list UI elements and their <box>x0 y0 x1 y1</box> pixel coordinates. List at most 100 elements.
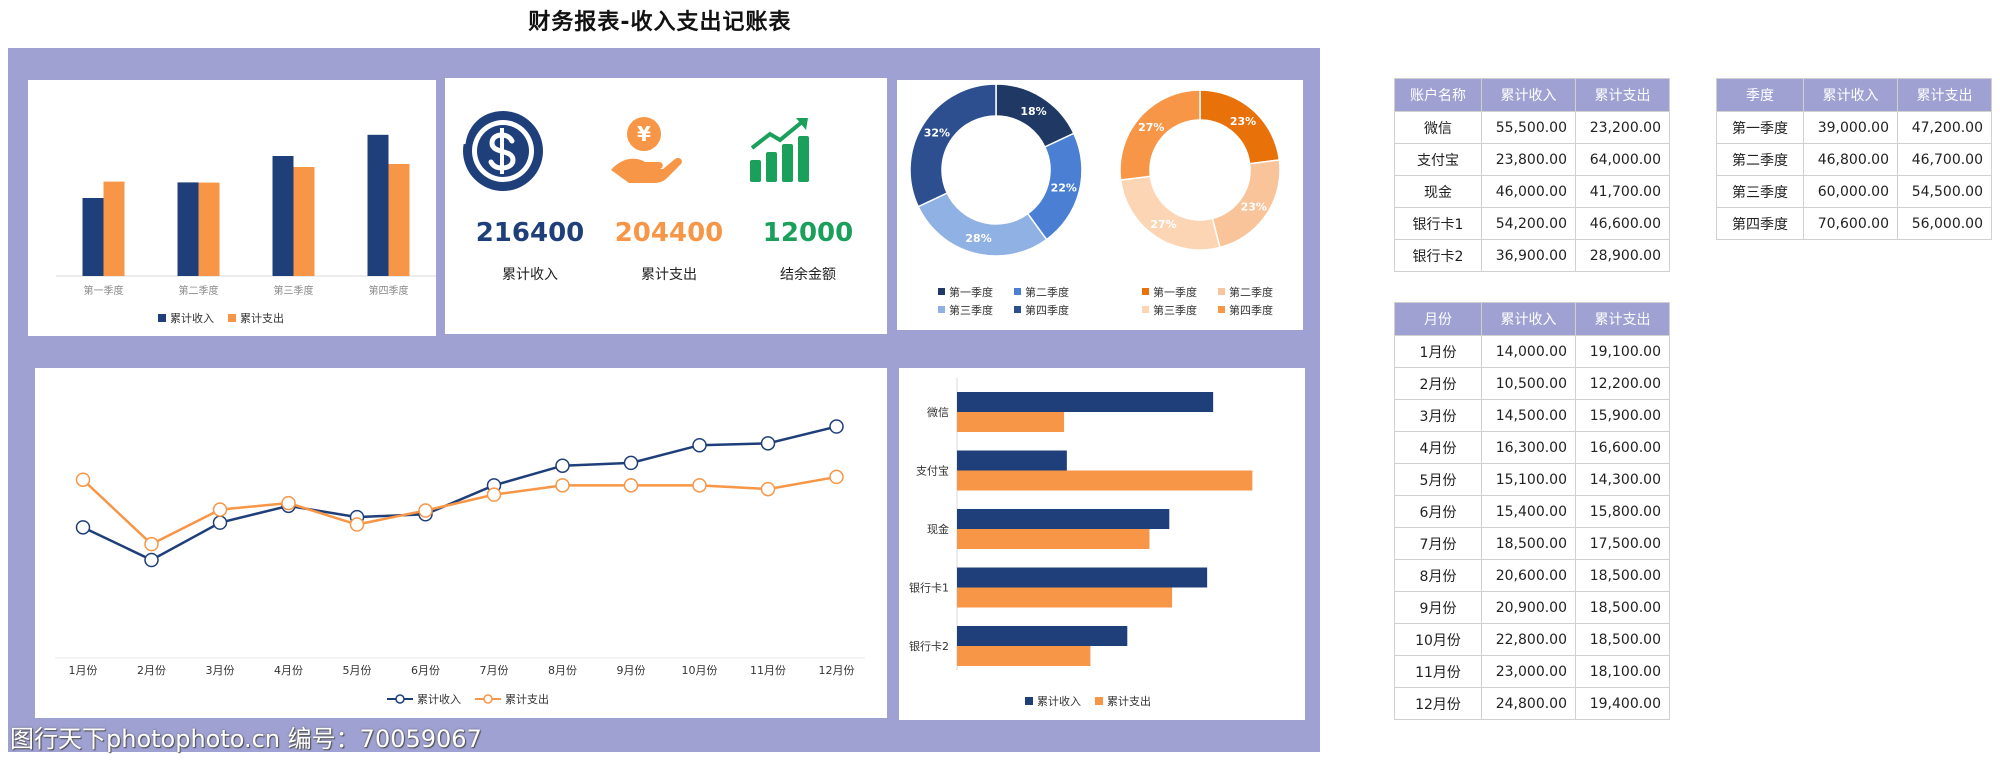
month-table-cell: 9月份 <box>1394 591 1482 624</box>
month-table-cell: 24,800.00 <box>1481 687 1576 720</box>
x-tick-label: 11月份 <box>750 664 786 677</box>
month-table-cell: 18,500.00 <box>1575 559 1670 592</box>
month-table-row: 6月份 15,400.00 15,800.00 <box>1394 495 1670 528</box>
legend-label: 累计收入 <box>1037 694 1081 708</box>
bar <box>957 646 1091 666</box>
data-point <box>144 552 159 568</box>
legend-marker <box>228 314 236 322</box>
month-table-cell: 16,300.00 <box>1481 431 1576 464</box>
data-point <box>281 495 296 511</box>
bar <box>957 626 1128 646</box>
month-table-row: 7月份 18,500.00 17,500.00 <box>1394 527 1670 560</box>
bar <box>957 392 1214 412</box>
y-tick-label: 微信 <box>927 405 949 419</box>
month-table-cell: 22,800.00 <box>1481 623 1576 656</box>
month-table-row: 9月份 20,900.00 18,500.00 <box>1394 591 1670 624</box>
account-table-cell: 23,200.00 <box>1575 111 1670 144</box>
account-table-row: 支付宝 23,800.00 64,000.00 <box>1394 143 1670 176</box>
legend-marker <box>1218 288 1225 295</box>
month-table-row: 8月份 20,600.00 18,500.00 <box>1394 559 1670 592</box>
bar <box>177 182 199 276</box>
data-point <box>760 481 776 497</box>
quarter-table-row: 第四季度 70,600.00 56,000.00 <box>1716 207 1992 240</box>
legend-label: 累计收入 <box>170 311 214 325</box>
month-table-cell: 18,500.00 <box>1481 527 1576 560</box>
month-table-row: 3月份 14,500.00 15,900.00 <box>1394 399 1670 432</box>
account-table-header-cell: 账户名称 <box>1394 78 1482 112</box>
bar <box>198 182 220 276</box>
legend-marker <box>158 314 166 322</box>
bar <box>82 198 104 276</box>
data-point <box>75 472 91 487</box>
quarter-table-cell: 56,000.00 <box>1897 207 1992 240</box>
quarter-table-cell: 第一季度 <box>1716 111 1804 144</box>
legend-marker <box>395 694 405 704</box>
data-label: 32% <box>924 126 950 139</box>
legend-marker <box>1014 288 1021 295</box>
kpi-expense: ¥ 204400 累计支出 <box>599 108 739 284</box>
x-tick-label: 7月份 <box>480 664 509 677</box>
quarter-table-cell: 第三季度 <box>1716 175 1804 208</box>
account-table-cell: 46,600.00 <box>1575 207 1670 240</box>
month-table-cell: 14,300.00 <box>1575 463 1670 496</box>
month-table-cell: 6月份 <box>1394 495 1482 528</box>
legend-marker <box>483 694 493 704</box>
account-table-row: 现金 46,000.00 41,700.00 <box>1394 175 1670 208</box>
data-point <box>692 478 707 493</box>
account-table-cell: 银行卡2 <box>1394 239 1482 272</box>
account-table-cell: 55,500.00 <box>1481 111 1576 144</box>
legend-marker <box>938 288 945 295</box>
kpi-expense-value: 204400 <box>614 218 724 248</box>
account-table-cell: 支付宝 <box>1394 143 1482 176</box>
bar <box>103 181 125 276</box>
quarter-table-row: 第一季度 39,000.00 47,200.00 <box>1716 111 1992 144</box>
x-tick-label: 第一季度 <box>84 284 124 297</box>
month-table-cell: 10,500.00 <box>1481 367 1576 400</box>
month-table-cell: 15,800.00 <box>1575 495 1670 528</box>
account-table-cell: 41,700.00 <box>1575 175 1670 208</box>
quarter-table-header-cell: 季度 <box>1716 78 1804 112</box>
data-point <box>349 517 365 532</box>
quarter-table-cell: 54,500.00 <box>1897 175 1992 208</box>
data-label: 18% <box>1020 105 1046 118</box>
month-table-cell: 8月份 <box>1394 559 1482 592</box>
month-table-cell: 20,600.00 <box>1481 559 1576 592</box>
month-table-cell: 12,200.00 <box>1575 367 1670 400</box>
account-table-row: 微信 55,500.00 23,200.00 <box>1394 111 1670 144</box>
month-table-row: 11月份 23,000.00 18,100.00 <box>1394 655 1670 688</box>
account-table: 账户名称 累计收入 累计支出 微信 55,500.00 23,200.00 支付宝 23,80… <box>1394 78 1670 272</box>
data-point <box>418 503 433 518</box>
bar <box>957 412 1065 432</box>
data-point <box>144 536 159 552</box>
month-table-cell: 4月份 <box>1394 431 1482 464</box>
quarter-table-cell: 第四季度 <box>1716 207 1804 240</box>
kpi-income: 216400 累计收入 <box>460 108 600 284</box>
donut-slice <box>1119 89 1201 181</box>
month-table-row: 5月份 15,100.00 14,300.00 <box>1394 463 1670 496</box>
kpi-balance-label: 结余金额 <box>780 267 836 283</box>
account-table-cell: 54,200.00 <box>1481 207 1576 240</box>
legend-marker <box>1014 306 1021 313</box>
kpi-income-value: 216400 <box>475 218 585 248</box>
bar <box>957 450 1067 471</box>
quarter-table-header-cell: 累计支出 <box>1897 78 1992 112</box>
month-table-row: 10月份 22,800.00 18,500.00 <box>1394 623 1670 656</box>
data-point <box>555 478 570 493</box>
month-table-cell: 19,100.00 <box>1575 335 1670 368</box>
month-table-header-cell: 累计收入 <box>1481 302 1576 336</box>
data-point <box>75 520 91 535</box>
data-point <box>212 502 228 517</box>
series-line <box>82 425 837 562</box>
legend-label: 累计支出 <box>240 311 284 325</box>
month-table-cell: 18,100.00 <box>1575 655 1670 688</box>
month-table-cell: 1月份 <box>1394 335 1482 368</box>
y-tick-label: 银行卡2 <box>909 639 949 653</box>
month-table-cell: 15,900.00 <box>1575 399 1670 432</box>
x-tick-label: 3月份 <box>206 664 235 677</box>
quarter-table-header-cell: 累计收入 <box>1803 78 1898 112</box>
kpi-balance-value: 12000 <box>762 218 854 248</box>
quarter-table-cell: 第二季度 <box>1716 143 1804 176</box>
legend-label: 第二季度 <box>1229 285 1273 299</box>
bar <box>957 587 1173 608</box>
